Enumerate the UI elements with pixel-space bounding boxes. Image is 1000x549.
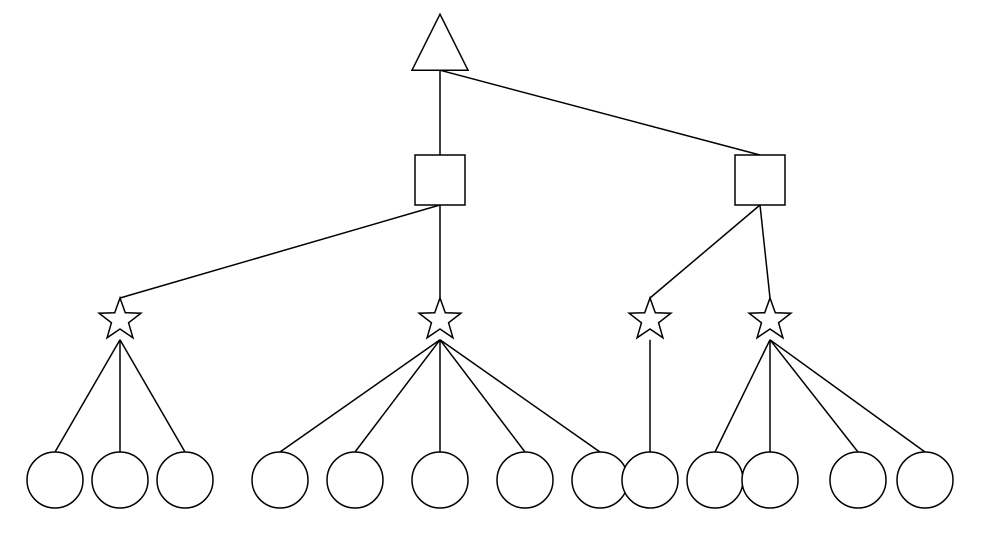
edge: [120, 340, 185, 452]
circle-node: [897, 452, 953, 508]
triangle-node: [412, 14, 468, 70]
nodes-layer: [27, 14, 953, 508]
edge: [55, 340, 120, 452]
circle-node: [572, 452, 628, 508]
circle-node: [92, 452, 148, 508]
star-node: [629, 298, 671, 338]
edge: [440, 340, 600, 452]
circle-node: [412, 452, 468, 508]
edge: [770, 340, 925, 452]
edge: [770, 340, 858, 452]
edge: [650, 205, 760, 298]
tree-diagram: [0, 0, 1000, 549]
circle-node: [622, 452, 678, 508]
circle-node: [327, 452, 383, 508]
square-node: [415, 155, 465, 205]
edge: [280, 340, 440, 452]
circle-node: [830, 452, 886, 508]
square-node: [735, 155, 785, 205]
edge: [760, 205, 770, 298]
edge: [440, 70, 760, 155]
star-node: [749, 298, 791, 338]
circle-node: [497, 452, 553, 508]
circle-node: [742, 452, 798, 508]
star-node: [419, 298, 461, 338]
edge: [355, 340, 440, 452]
circle-node: [687, 452, 743, 508]
edge: [120, 205, 440, 298]
circle-node: [252, 452, 308, 508]
edges-layer: [55, 70, 925, 452]
circle-node: [27, 452, 83, 508]
edge: [440, 340, 525, 452]
edge: [715, 340, 770, 452]
circle-node: [157, 452, 213, 508]
star-node: [99, 298, 141, 338]
